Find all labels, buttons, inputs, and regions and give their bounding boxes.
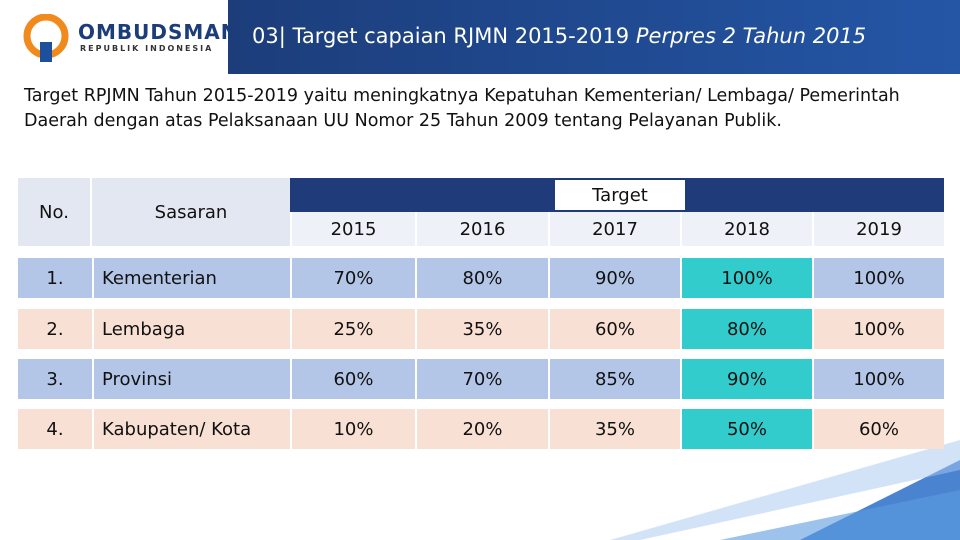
cell-value: 60% [290,359,415,399]
cell-value: 25% [290,309,415,349]
cell-value: 70% [290,258,415,298]
cell-value: 80% [415,258,548,298]
column-header: No. [18,178,92,246]
title-text: 03| Target capaian RJMN 2015-2019 [252,24,630,48]
year-header: 2019 [812,212,944,246]
group-header: Target [555,180,685,210]
column-header: Sasaran [154,201,228,223]
cell-value: 35% [548,409,680,449]
cell-value: 35% [415,309,548,349]
year-header: 2016 [415,212,548,246]
title-bar [228,0,960,74]
cell-value: 90% [680,359,812,399]
cell-value: 10% [290,409,415,449]
cell-value: 60% [812,409,944,449]
cell-value: 100% [812,258,944,298]
row-label: 1. [18,258,92,298]
slide-title: 03| Target capaian RJMN 2015-2019 Perpre… [252,24,866,48]
year-header: 2015 [290,212,415,246]
intro-text: Target RPJMN Tahun 2015-2019 yaitu menin… [24,86,900,131]
title-italic: Perpres 2 Tahun 2015 [635,24,867,48]
row-label: Provinsi [92,359,290,399]
year-header: 2018 [680,212,812,246]
cell-value: 85% [548,359,680,399]
decoration [610,440,960,540]
cell-value: 100% [680,258,812,298]
year-header: 2017 [548,212,680,246]
row-label: Lembaga [92,309,290,349]
row-label: 2. [18,309,92,349]
cell-value: 80% [680,309,812,349]
row-label: Kementerian [92,258,290,298]
row-label: Kabupaten/ Kota [92,409,290,449]
cell-value: 60% [548,309,680,349]
cell-value: 20% [415,409,548,449]
row-label: 3. [18,359,92,399]
cell-value: 100% [812,309,944,349]
row-label: 4. [18,409,92,449]
cell-value: 100% [812,359,944,399]
logo-icon [23,14,69,62]
header-bg [18,178,290,246]
cell-value: 70% [415,359,548,399]
logo-name: OMBUDSMAN [78,20,239,44]
logo-subtitle: REPUBLIK INDONESIA [80,44,214,53]
cell-value: 50% [680,409,812,449]
cell-value: 90% [548,258,680,298]
